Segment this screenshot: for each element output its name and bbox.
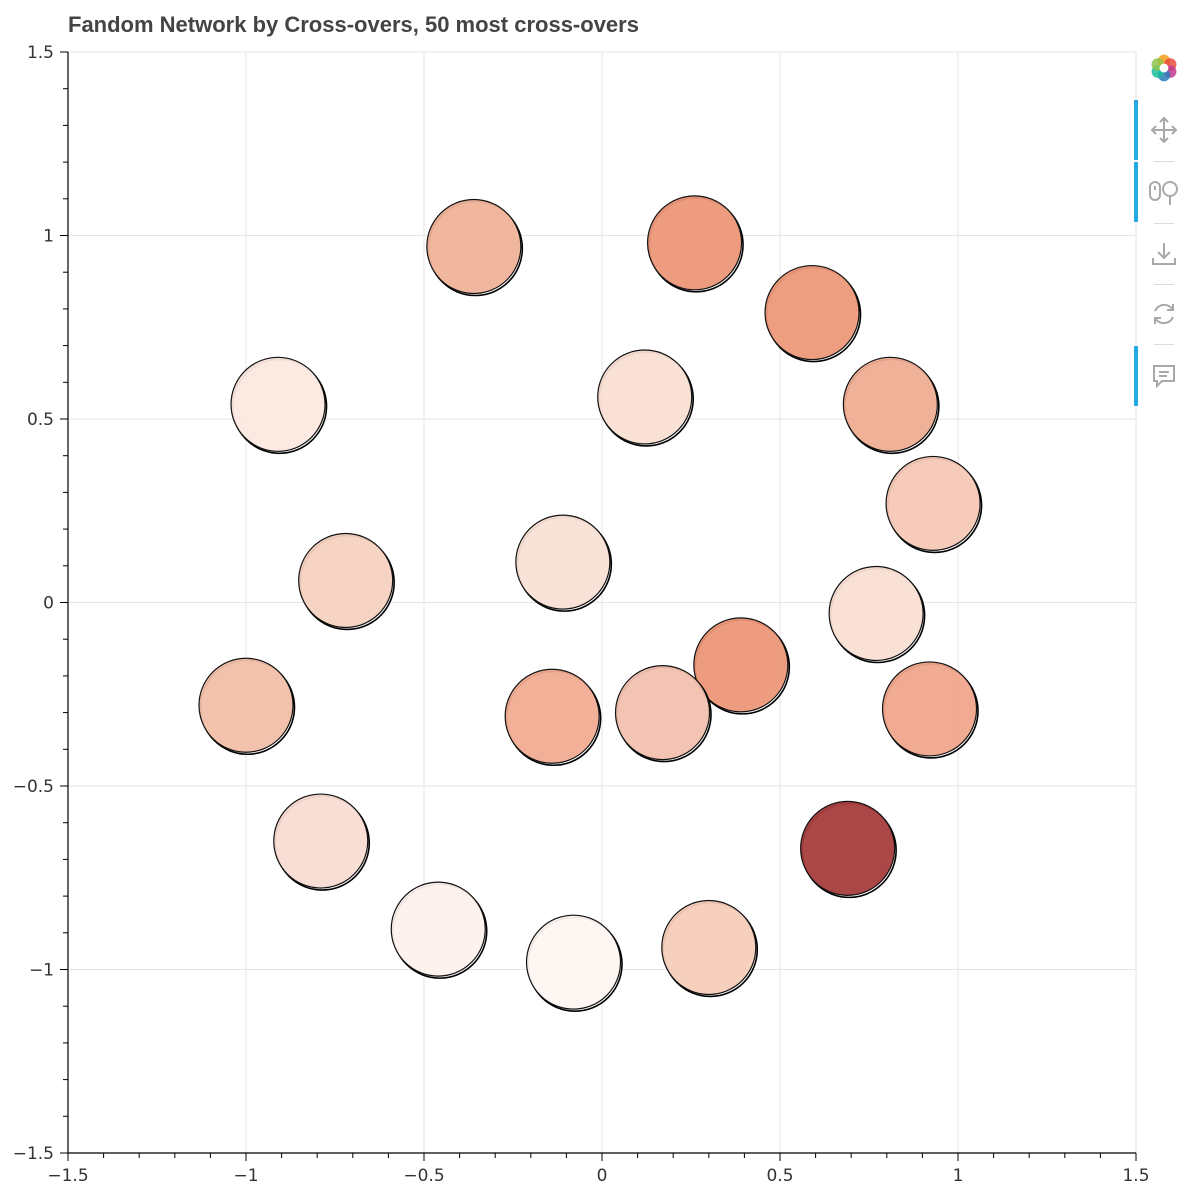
bokeh-logo-icon[interactable] [1148, 52, 1180, 84]
y-tick-label: −1 [29, 961, 54, 981]
hover-tool-icon[interactable] [1148, 360, 1180, 392]
x-tick-label: 0.5 [766, 1166, 793, 1186]
x-tick-label: 1.5 [1122, 1166, 1149, 1186]
network-node[interactable] [298, 532, 394, 629]
wheel-zoom-active-indicator [1134, 162, 1138, 222]
axes: −1.5 −1 −0.5 0 0.5 1 1.5 −1.5 −1 −0.5 0 0.5 1 1.5 [13, 43, 1150, 1186]
network-node[interactable] [646, 195, 743, 291]
toolbar-separator [1154, 161, 1174, 162]
network-node[interactable] [230, 356, 326, 452]
y-tick-label: −1.5 [13, 1144, 54, 1164]
network-node[interactable] [614, 665, 711, 761]
x-tick-label: −1 [233, 1166, 258, 1186]
chart-toolbar [1134, 44, 1192, 424]
network-node[interactable] [273, 793, 369, 889]
save-tool-icon[interactable] [1148, 238, 1180, 270]
network-node[interactable] [525, 914, 622, 1010]
network-node[interactable] [764, 264, 860, 361]
pan-active-indicator [1134, 100, 1138, 160]
wheel-zoom-tool-icon[interactable] [1148, 176, 1180, 208]
network-node[interactable] [828, 565, 924, 662]
network-node[interactable] [515, 514, 611, 610]
network-node[interactable] [842, 356, 938, 452]
x-tick-label: 1 [953, 1166, 964, 1186]
grid-lines [68, 51, 1137, 1153]
hover-active-indicator [1134, 346, 1138, 406]
network-node[interactable] [198, 657, 294, 753]
network-node[interactable] [390, 881, 486, 977]
network-node[interactable] [426, 198, 522, 295]
toolbar-separator [1154, 223, 1174, 224]
y-tick-label: −0.5 [13, 777, 54, 797]
y-tick-label: 1 [43, 227, 54, 247]
x-tick-label: 0 [597, 1166, 608, 1186]
network-node[interactable] [661, 899, 757, 996]
network-nodes[interactable] [198, 195, 983, 1012]
network-node[interactable] [693, 617, 789, 713]
network-node[interactable] [597, 349, 693, 445]
chart-title: Fandom Network by Cross-overs, 50 most c… [68, 12, 639, 37]
network-node[interactable] [885, 455, 981, 552]
x-tick-label: −0.5 [403, 1166, 444, 1186]
network-node[interactable] [800, 800, 896, 896]
x-tick-label: −1.5 [47, 1166, 88, 1186]
toolbar-separator [1154, 344, 1174, 345]
y-tick-label: 0.5 [27, 410, 54, 430]
network-node[interactable] [881, 661, 978, 757]
reset-tool-icon[interactable] [1148, 298, 1180, 330]
toolbar-separator [1154, 284, 1174, 285]
pan-tool-icon[interactable] [1148, 114, 1180, 146]
y-tick-label: 1.5 [27, 43, 54, 63]
y-tick-label: 0 [43, 594, 54, 614]
network-node[interactable] [504, 668, 600, 764]
